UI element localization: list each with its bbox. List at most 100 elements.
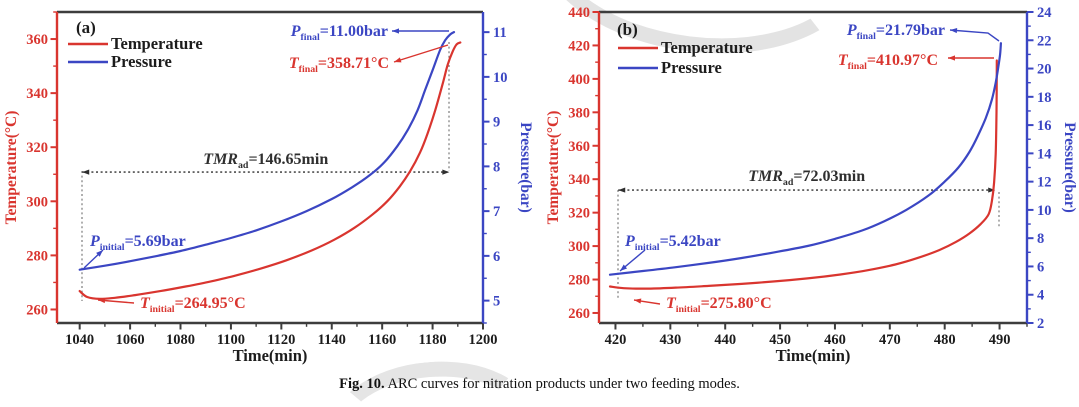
pres-tick-label: 6 — [493, 249, 500, 265]
legend-temperature-label: Temperature — [661, 38, 753, 57]
x-tick-label: 1160 — [368, 332, 396, 348]
arc-chart-a: 1040 1060 1080 1100 1120 1140 1160 1180 1200 260 2… — [3, 10, 534, 365]
pres-tick-label: 12 — [1037, 175, 1052, 191]
temp-tick-label: 300 — [568, 239, 590, 255]
x-tick-label: 470 — [879, 332, 901, 348]
charts-row: 1040 1060 1080 1100 1120 1140 1160 1180 1200 260 2… — [0, 0, 1079, 368]
x-tick-label: 1080 — [166, 332, 195, 348]
tmr-span-line-head — [988, 187, 996, 193]
annotation-tmr-ad: TMRad=146.65min — [203, 151, 328, 171]
panel-label: (a) — [76, 18, 96, 37]
t-final-arrow — [393, 44, 449, 63]
temp-tick-label: 400 — [568, 72, 590, 88]
arc-chart-b: 420 430 440 450 460 470 480 4902602803003203403… — [545, 5, 1078, 365]
x-tick-label: 480 — [934, 332, 956, 348]
temp-tick-label: 440 — [568, 5, 590, 21]
left-axis-title: Temperature(°C) — [3, 111, 20, 225]
pres-tick-label: 10 — [493, 70, 508, 86]
x-tick-label: 1140 — [318, 332, 346, 348]
legend-temperature-label: Temperature — [111, 34, 203, 53]
pres-tick-label: 10 — [1037, 203, 1052, 219]
temp-tick-label: 380 — [568, 105, 590, 121]
pres-tick-label: 6 — [1037, 259, 1044, 275]
annotation-p-final: Pfinal=21.79bar — [846, 22, 945, 42]
p-initial-arrow-head — [620, 264, 628, 271]
legend-pressure-label: Pressure — [111, 52, 172, 71]
pres-tick-label: 22 — [1037, 33, 1052, 49]
chart-panel-a: 1040 1060 1080 1100 1120 1140 1160 1180 1200 260 2… — [0, 0, 540, 368]
temp-tick-label: 260 — [26, 302, 48, 318]
x-tick-label: 1120 — [267, 332, 295, 348]
t-initial-arrow-head — [634, 298, 642, 304]
pres-tick-label: 9 — [493, 115, 500, 131]
tmr-span-line-head — [618, 187, 626, 193]
x-tick-label: 1100 — [217, 332, 245, 348]
pres-tick-label: 11 — [493, 25, 507, 41]
pres-tick-label: 20 — [1037, 62, 1052, 78]
chart-panel-b: 420 430 440 450 460 470 480 490 260 280 300 320 340 3… — [540, 0, 1079, 368]
temp-tick-label: 320 — [568, 206, 590, 222]
temp-tick-label: 320 — [26, 140, 48, 156]
tmr-span-line-head — [82, 169, 90, 175]
annotation-t-initial: Tinitial=275.80°C — [666, 295, 772, 315]
figure-caption-text: ARC curves for nitration products under … — [384, 376, 740, 392]
legend-pressure-label: Pressure — [661, 58, 722, 77]
annotation-p-initial: Pinitial=5.42bar — [624, 233, 721, 253]
temp-tick-label: 340 — [568, 172, 590, 188]
p-initial-arrow-head — [96, 250, 103, 257]
pressure-curve — [78, 31, 456, 271]
temp-tick-label: 340 — [26, 86, 48, 102]
p-final-arrow — [949, 29, 1000, 42]
x-axis-title: Time(min) — [233, 346, 308, 365]
pres-tick-label: 18 — [1037, 90, 1052, 106]
t-final-arrow-head — [394, 57, 402, 63]
pres-tick-label: 16 — [1037, 118, 1052, 134]
pres-tick-label: 5 — [493, 294, 500, 310]
left-axis-title: Temperature(°C) — [545, 111, 562, 225]
tmr-span-line-head — [442, 169, 450, 175]
temp-tick-label: 300 — [26, 194, 48, 210]
p-final-arrow-head — [392, 28, 399, 34]
temperature-curve — [78, 41, 462, 301]
pres-tick-label: 4 — [1037, 288, 1044, 304]
p-final-arrow-head — [950, 27, 958, 34]
annotation-p-final: Pfinal=11.00bar — [290, 23, 388, 43]
temp-tick-label: 280 — [26, 248, 48, 264]
temp-tick-label: 280 — [568, 273, 590, 289]
temp-tick-label: 260 — [568, 306, 590, 322]
x-tick-label: 1200 — [469, 332, 498, 348]
x-tick-label: 430 — [659, 332, 681, 348]
figure-caption-label: Fig. 10. — [339, 376, 385, 392]
x-tick-label: 450 — [769, 332, 791, 348]
annotation-t-final: Tfinal=358.71°C — [289, 55, 389, 75]
pressure-curve — [608, 42, 1002, 276]
panel-label: (b) — [617, 20, 638, 39]
right-axis-title: Pressure(bar) — [517, 122, 534, 213]
pres-tick-label: 24 — [1037, 5, 1052, 21]
temp-tick-label: 420 — [568, 38, 590, 54]
pres-tick-label: 8 — [1037, 231, 1044, 247]
x-tick-label: 490 — [989, 332, 1011, 348]
t-final-arrow-head — [948, 55, 955, 61]
temperature-curve — [608, 59, 998, 290]
x-tick-label: 460 — [824, 332, 846, 348]
annotation-t-final: Tfinal=410.97°C — [838, 52, 938, 72]
annotation-p-initial: Pinitial=5.69bar — [89, 233, 186, 253]
temp-tick-label: 360 — [26, 32, 48, 48]
pres-tick-label: 14 — [1037, 146, 1052, 162]
pres-tick-label: 2 — [1037, 316, 1044, 332]
pres-tick-label: 7 — [493, 204, 500, 220]
right-axis-title: Pressure(bar) — [1061, 122, 1078, 213]
x-tick-label: 440 — [714, 332, 736, 348]
x-tick-label: 420 — [605, 332, 627, 348]
x-tick-label: 1180 — [418, 332, 446, 348]
x-axis-title: Time(min) — [776, 346, 851, 365]
x-tick-label: 1060 — [116, 332, 145, 348]
annotation-tmr-ad: TMRad=72.03min — [748, 168, 865, 188]
temp-tick-label: 360 — [568, 139, 590, 155]
t-initial-arrow-head — [98, 297, 106, 304]
annotation-t-initial: Tinitial=264.95°C — [140, 295, 246, 315]
pres-tick-label: 8 — [493, 159, 500, 175]
figure-caption: Fig. 10. ARC curves for nitration produc… — [0, 376, 1079, 393]
